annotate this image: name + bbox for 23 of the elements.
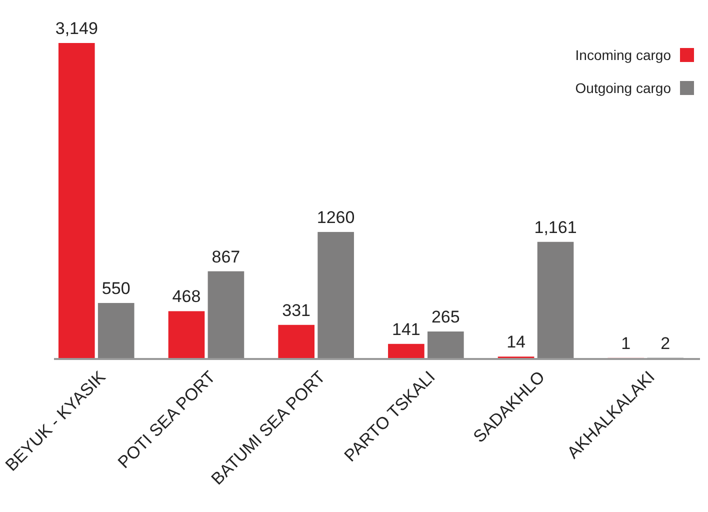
data-label: 2: [660, 334, 670, 353]
data-label: 1: [621, 334, 631, 353]
bar: [208, 271, 244, 358]
data-label: 1,161: [534, 218, 577, 237]
data-label: 468: [172, 287, 201, 306]
bar: [537, 242, 574, 358]
bar: [98, 302, 134, 358]
bar: [168, 311, 205, 358]
bar: [388, 344, 424, 358]
bar: [428, 331, 464, 358]
legend-label: Incoming cargo: [575, 47, 672, 63]
data-label: 265: [431, 307, 460, 326]
data-label: 1260: [316, 208, 355, 227]
data-label: 550: [102, 278, 130, 298]
data-label: 14: [506, 332, 526, 352]
bar: [278, 324, 314, 358]
bar: [58, 43, 95, 358]
data-label: 3,149: [55, 19, 98, 38]
bar: [318, 232, 354, 358]
data-label: 141: [392, 320, 420, 339]
data-label: 331: [282, 300, 311, 320]
data-label: 867: [212, 247, 240, 266]
legend-label: Outgoing cargo: [575, 80, 672, 96]
